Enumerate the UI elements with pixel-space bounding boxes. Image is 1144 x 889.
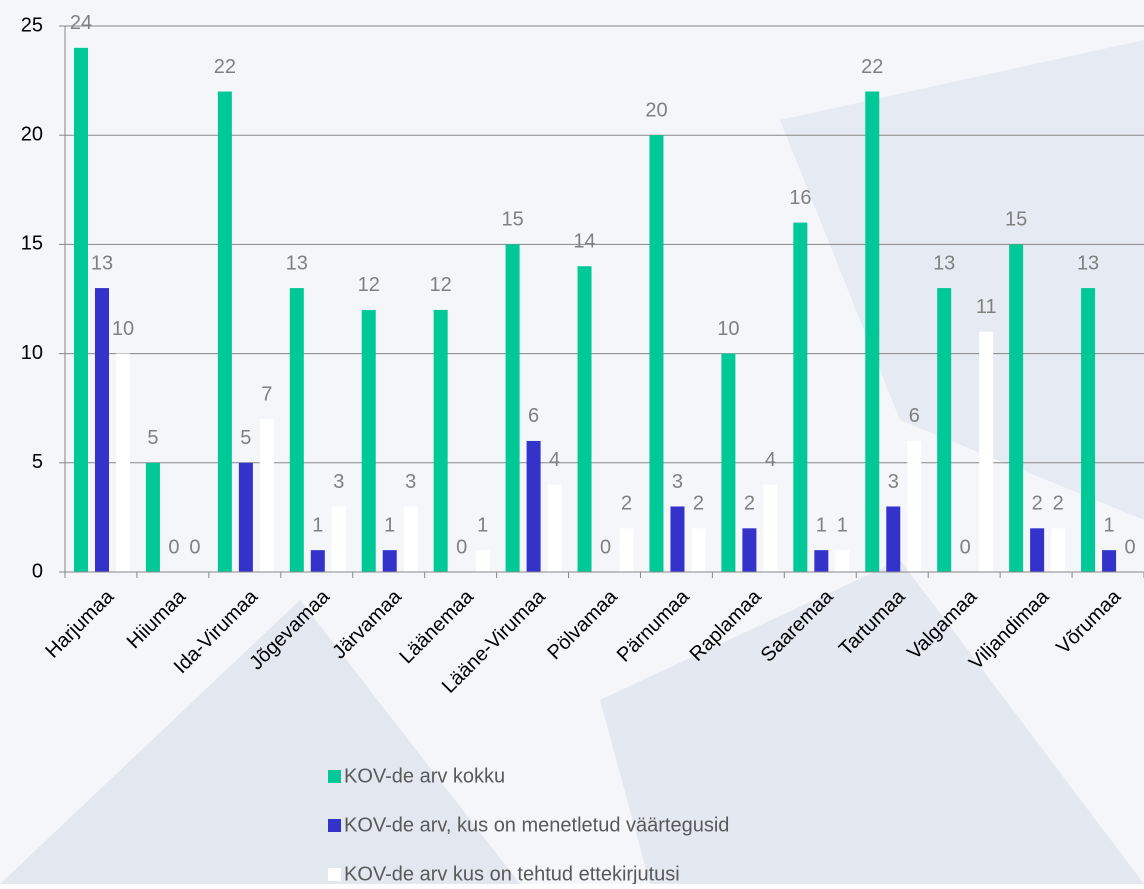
value-label: 0: [600, 536, 611, 558]
value-label: 2: [693, 493, 704, 515]
value-label: 3: [405, 471, 416, 493]
value-label: 20: [645, 99, 667, 121]
value-label: 0: [960, 536, 971, 558]
bar: [217, 91, 232, 573]
value-label: 3: [888, 471, 899, 493]
y-tick-label: 5: [32, 451, 43, 473]
legend-marker: [328, 868, 341, 881]
bar: [742, 528, 757, 572]
bar: [475, 550, 490, 572]
legend-label: KOV-de arv kokku: [344, 765, 505, 787]
bar: [289, 288, 304, 572]
bar: [95, 288, 109, 572]
bar: [619, 528, 634, 572]
y-tick-label: 20: [21, 123, 43, 145]
value-label: 12: [358, 274, 380, 296]
bar: [721, 353, 736, 572]
bar: [361, 309, 376, 572]
value-label: 1: [816, 514, 827, 536]
y-tick-label: 15: [21, 233, 43, 255]
y-tick-label: 10: [21, 342, 43, 364]
value-label: 4: [549, 449, 560, 471]
value-label: 2: [621, 493, 632, 515]
y-tick-label: 0: [32, 560, 43, 582]
bar: [763, 484, 778, 572]
bar: [865, 91, 880, 573]
value-label: 1: [384, 514, 395, 536]
value-label: 16: [789, 187, 811, 209]
value-label: 0: [168, 536, 179, 558]
value-label: 0: [189, 536, 200, 558]
y-tick-label: 25: [21, 14, 43, 36]
bar: [835, 550, 850, 572]
value-label: 2: [744, 493, 755, 515]
value-label: 14: [573, 231, 595, 253]
value-label: 13: [91, 252, 113, 274]
value-label: 5: [240, 427, 251, 449]
value-label: 24: [70, 12, 92, 34]
bar: [814, 550, 829, 572]
value-label: 11: [976, 296, 997, 318]
bar: [403, 506, 418, 572]
bar: [259, 419, 274, 572]
bar: [505, 244, 520, 572]
value-label: 13: [286, 252, 308, 274]
value-label: 5: [147, 427, 158, 449]
value-label: 3: [672, 471, 683, 493]
value-label: 3: [333, 471, 344, 493]
value-label: 1: [477, 514, 488, 536]
value-label: 6: [528, 405, 539, 427]
value-label: 0: [456, 536, 467, 558]
value-label: 2: [1032, 493, 1043, 515]
bar: [547, 484, 562, 572]
value-label: 1: [837, 514, 848, 536]
bar: [1051, 528, 1066, 572]
value-label: 15: [1005, 209, 1027, 231]
bar: [670, 506, 685, 572]
bar: [331, 506, 346, 572]
bar: [526, 440, 541, 572]
bar: [116, 353, 130, 572]
bar: [1081, 288, 1096, 572]
bar: [1102, 550, 1117, 572]
watermark: [600, 560, 1144, 884]
value-label: 15: [501, 209, 523, 231]
bar: [649, 135, 664, 572]
bar: [979, 331, 994, 572]
bar: [145, 462, 160, 572]
bar: [907, 440, 922, 572]
watermark: [0, 600, 520, 884]
bar: [886, 506, 901, 572]
legend-marker: [328, 770, 341, 783]
value-label: 10: [717, 318, 739, 340]
bar: [577, 266, 592, 572]
value-label: 12: [430, 274, 452, 296]
bar: [74, 47, 88, 572]
legend-label: KOV-de arv, kus on menetletud väärtegusi…: [344, 814, 729, 836]
value-label: 22: [861, 56, 883, 78]
value-label: 1: [1104, 514, 1115, 536]
value-label: 10: [112, 318, 134, 340]
value-label: 22: [214, 56, 236, 78]
value-label: 1: [312, 514, 323, 536]
bar: [382, 550, 397, 572]
value-label: 6: [909, 405, 920, 427]
bar: [691, 528, 706, 572]
value-label: 13: [1077, 252, 1099, 274]
bar: [793, 222, 808, 572]
value-label: 0: [1125, 536, 1136, 558]
bar: [1009, 244, 1024, 572]
value-label: 2: [1053, 493, 1064, 515]
bar: [937, 288, 952, 572]
legend-label: KOV-de arv kus on tehtud ettekirjutusi: [344, 863, 680, 884]
value-label: 4: [765, 449, 776, 471]
value-label: 7: [261, 383, 272, 405]
value-label: 13: [933, 252, 955, 274]
bar: [433, 309, 448, 572]
bar: [1030, 528, 1045, 572]
bar: [310, 550, 325, 572]
legend-marker: [328, 819, 341, 832]
bar: [238, 462, 253, 572]
